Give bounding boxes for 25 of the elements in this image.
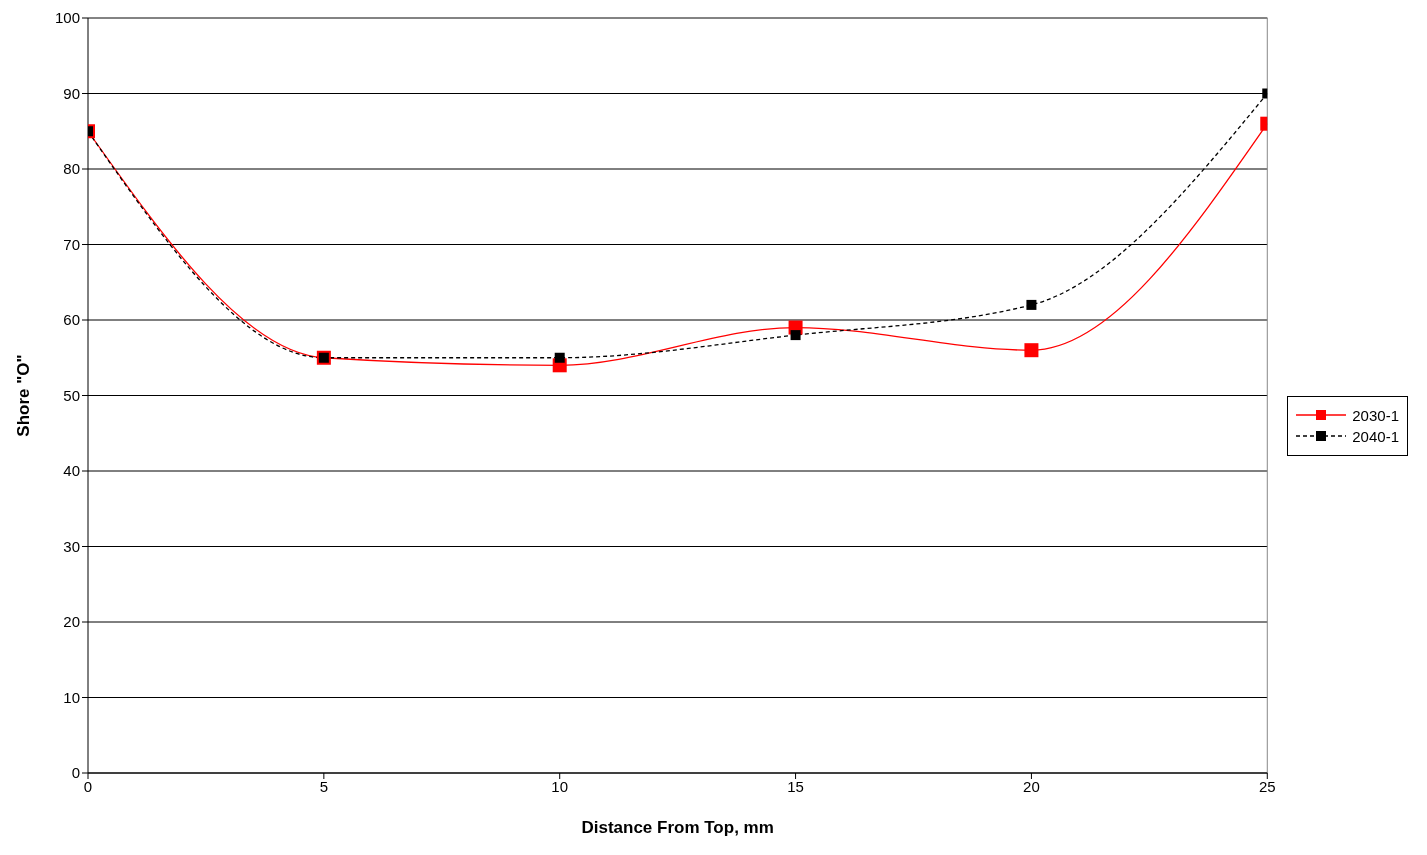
y-tick-label: 50: [63, 386, 80, 404]
y-tick-label: 100: [54, 9, 80, 27]
point: [554, 352, 565, 363]
y-tick-label: 70: [63, 235, 80, 253]
x-tick-label: 25: [1258, 777, 1276, 795]
y-tick-label: 30: [63, 537, 80, 555]
y-tick-label: 10: [63, 688, 80, 706]
y-tick-label: 90: [63, 84, 80, 102]
x-tick-label: 5: [319, 777, 329, 795]
y-tick-label: 40: [63, 462, 80, 480]
y-tick-label: 0: [71, 764, 80, 782]
point: [790, 330, 801, 341]
point: [1026, 299, 1037, 310]
y-axis-title: Shore "O": [14, 354, 34, 437]
y-tick-label: 20: [63, 613, 80, 631]
x-axis-title: Distance From Top, mm: [581, 818, 774, 837]
x-tick-label: 15: [787, 777, 804, 795]
point: [1024, 343, 1039, 358]
legend-label: 2030-1: [1352, 406, 1399, 424]
y-tick-label: 60: [63, 311, 80, 329]
legend-label: 2040-1: [1352, 427, 1399, 445]
y-tick-label: 80: [63, 160, 80, 178]
x-tick-label: 10: [551, 777, 569, 795]
x-tick-label: 0: [83, 777, 93, 795]
x-tick-label: 20: [1023, 777, 1040, 795]
